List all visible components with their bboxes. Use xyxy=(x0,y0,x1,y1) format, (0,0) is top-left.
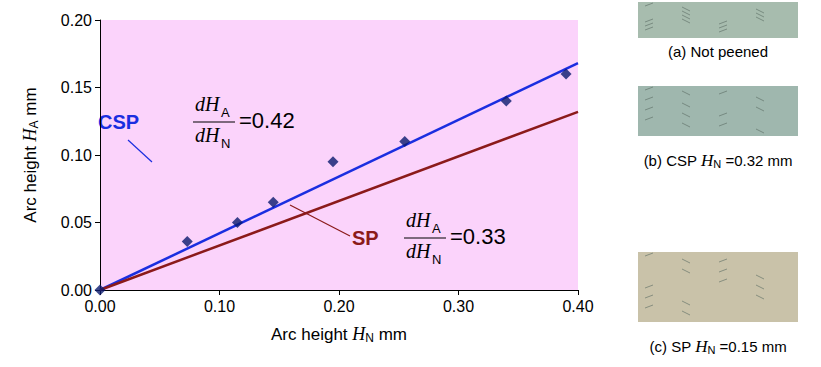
svg-text:N: N xyxy=(432,252,441,267)
svg-text:CSP: CSP xyxy=(98,111,139,133)
svg-text:=0.15 mm: =0.15 mm xyxy=(715,338,786,355)
svg-text:Arc height: Arc height xyxy=(271,325,352,344)
svg-text:dH: dH xyxy=(195,93,221,115)
svg-text:0.10: 0.10 xyxy=(204,298,235,315)
svg-text:A: A xyxy=(221,105,230,120)
svg-text:SP: SP xyxy=(352,227,379,249)
svg-text:0.05: 0.05 xyxy=(61,214,92,231)
svg-text:0.20: 0.20 xyxy=(323,298,354,315)
svg-text:(a) Not peened: (a) Not peened xyxy=(668,43,768,60)
svg-text:0.40: 0.40 xyxy=(562,298,593,315)
svg-text:H: H xyxy=(701,150,714,170)
svg-text:0.15: 0.15 xyxy=(61,79,92,96)
svg-text:N: N xyxy=(707,344,715,356)
svg-text:=0.42: =0.42 xyxy=(239,108,295,133)
svg-text:=0.32 mm: =0.32 mm xyxy=(721,152,792,169)
svg-text:A: A xyxy=(27,120,41,128)
svg-text:0.00: 0.00 xyxy=(84,298,115,315)
svg-text:H: H xyxy=(20,127,40,142)
svg-text:Arc height: Arc height xyxy=(21,141,40,222)
svg-text:mm: mm xyxy=(21,87,40,120)
svg-text:0.20: 0.20 xyxy=(61,12,92,29)
svg-text:N: N xyxy=(221,136,230,151)
svg-text:(c) SP: (c) SP xyxy=(649,338,695,355)
svg-text:A: A xyxy=(432,221,441,236)
svg-text:(b) CSP: (b) CSP xyxy=(644,152,701,169)
svg-text:N: N xyxy=(713,158,721,170)
svg-text:mm: mm xyxy=(374,325,407,344)
svg-text:H: H xyxy=(351,324,366,344)
svg-text:N: N xyxy=(365,331,374,345)
svg-text:dH: dH xyxy=(195,124,221,146)
svg-text:dH: dH xyxy=(406,240,432,262)
svg-text:dH: dH xyxy=(406,209,432,231)
svg-text:0.10: 0.10 xyxy=(61,147,92,164)
svg-text:H: H xyxy=(695,336,708,356)
svg-text:0.30: 0.30 xyxy=(443,298,474,315)
svg-text:0.00: 0.00 xyxy=(61,282,92,299)
svg-text:=0.33: =0.33 xyxy=(450,224,506,249)
